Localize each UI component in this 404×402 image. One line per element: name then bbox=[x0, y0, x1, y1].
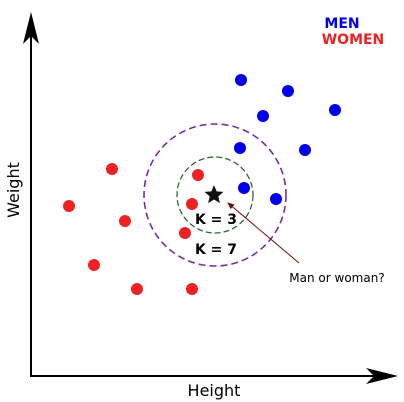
star-icon bbox=[204, 185, 224, 204]
annotation-arrow bbox=[227, 202, 300, 264]
women-point bbox=[63, 200, 75, 212]
y-axis-arrowhead bbox=[23, 12, 39, 44]
men-point bbox=[235, 74, 247, 86]
query-annotation: Man or woman? bbox=[289, 271, 384, 285]
women-point bbox=[179, 227, 191, 239]
women-point bbox=[106, 163, 118, 175]
women-point bbox=[186, 283, 198, 295]
men-point bbox=[238, 182, 250, 194]
women-point bbox=[119, 215, 131, 227]
women-point bbox=[131, 283, 143, 295]
men-point bbox=[282, 85, 294, 97]
legend-men: MEN bbox=[324, 16, 359, 32]
k7-circle bbox=[143, 123, 287, 267]
axes bbox=[23, 12, 398, 384]
legend: MEN WOMEN bbox=[322, 16, 385, 48]
men-point bbox=[257, 110, 269, 122]
men-point bbox=[270, 193, 282, 205]
women-point bbox=[88, 259, 100, 271]
men-point bbox=[329, 104, 341, 116]
men-point bbox=[234, 142, 246, 154]
k7-label: K = 7 bbox=[195, 242, 237, 258]
women-point bbox=[186, 198, 198, 210]
y-axis-label: Weight bbox=[4, 162, 23, 218]
women-point bbox=[192, 169, 204, 181]
x-axis-arrowhead bbox=[366, 368, 398, 384]
k3-circle bbox=[176, 156, 254, 234]
men-point bbox=[299, 144, 311, 156]
men-points bbox=[234, 74, 341, 205]
women-points bbox=[63, 163, 204, 295]
legend-women: WOMEN bbox=[322, 32, 385, 48]
x-axis-label: Height bbox=[188, 381, 241, 400]
k3-label: K = 3 bbox=[195, 212, 237, 228]
